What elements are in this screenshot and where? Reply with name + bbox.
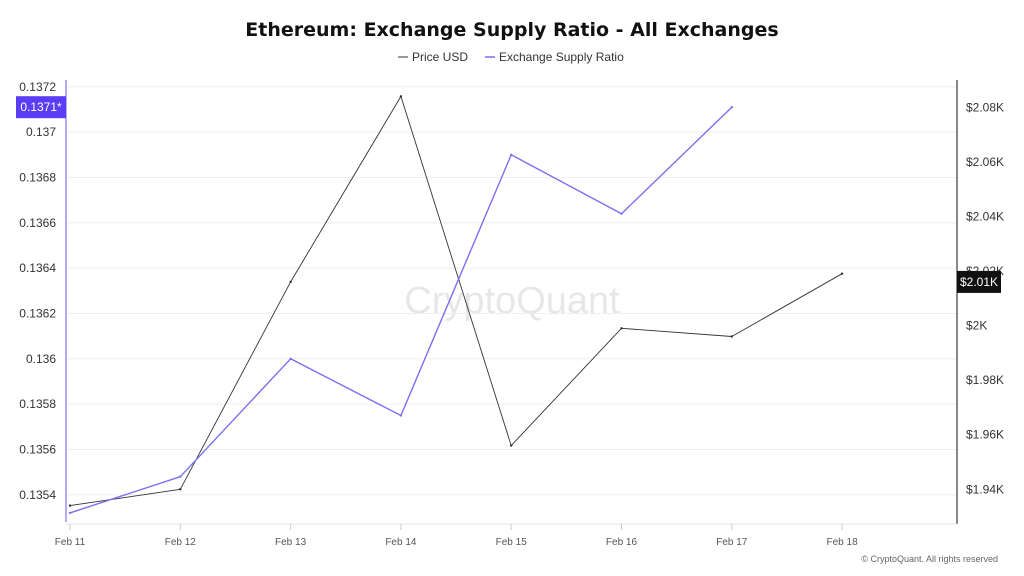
right-tick-label: $2.04K <box>966 209 1004 223</box>
legend-price-label[interactable]: Price USD <box>412 50 468 64</box>
right-current-value-flag: $2.01K <box>957 270 1001 293</box>
price-usd-point <box>510 444 513 447</box>
x-tick-label: Feb 12 <box>165 537 197 548</box>
x-tick-label: Feb 18 <box>827 537 859 548</box>
exchange-supply-ratio-point <box>68 511 72 515</box>
exchange-supply-ratio-point <box>399 414 403 417</box>
exchange-supply-ratio-point <box>179 475 182 478</box>
price-usd-line <box>69 95 843 507</box>
left-axis-ticks: 0.1354 0.1356 0.1358 0.136 0.1362 0.1364 0.136… <box>19 80 56 502</box>
left-tick-label: 0.1358 <box>19 397 56 411</box>
left-flag-label: 0.1371* <box>20 100 62 114</box>
price-usd-point <box>289 280 292 284</box>
left-tick-label: 0.1372 <box>19 80 56 94</box>
x-tick-label: Feb 15 <box>496 537 528 548</box>
exchange-supply-ratio-line <box>69 106 733 514</box>
left-tick-label: 0.1356 <box>19 442 56 456</box>
legend-ratio-label[interactable]: Exchange Supply Ratio <box>499 50 624 64</box>
right-tick-label: $1.96K <box>966 428 1004 442</box>
price-usd-point <box>840 272 844 275</box>
price-usd-point <box>730 335 733 338</box>
left-tick-label: 0.137 <box>26 125 56 139</box>
right-tick-label: $1.94K <box>966 482 1004 496</box>
series <box>68 95 844 515</box>
left-tick-label: 0.1354 <box>19 488 56 502</box>
x-tick-label: Feb 17 <box>716 537 748 548</box>
exchange-supply-ratio-point <box>289 357 292 360</box>
exchange-supply-ratio-point <box>510 153 513 156</box>
x-tick-label: Feb 11 <box>55 537 86 548</box>
right-flag-label: $2.01K <box>960 275 998 289</box>
left-current-value-flag: 0.1371* <box>16 96 66 119</box>
right-tick-label: $2K <box>966 319 987 333</box>
x-tick-label: Feb 14 <box>385 537 417 548</box>
x-tick-label: Feb 16 <box>606 537 638 548</box>
right-tick-label: $2.06K <box>966 155 1004 169</box>
x-tick-label: Feb 13 <box>275 537 307 548</box>
chart-title: Ethereum: Exchange Supply Ratio - All Ex… <box>245 19 778 41</box>
right-tick-label: $1.98K <box>966 373 1004 387</box>
left-tick-label: 0.1368 <box>19 170 56 184</box>
left-tick-label: 0.1362 <box>19 306 56 320</box>
right-flag-background <box>957 270 1001 293</box>
right-axis-ticks: $1.94K$1.96K$1.98K$2K$2.02K$2.04K$2.06K$… <box>966 100 1004 496</box>
price-usd-point <box>620 327 623 330</box>
grid <box>66 86 957 496</box>
legend[interactable]: Price USD Exchange Supply Ratio <box>398 50 624 64</box>
watermark: CryptoQuant <box>404 280 620 322</box>
price-usd-point <box>179 488 182 491</box>
price-usd-point <box>68 504 72 507</box>
right-tick-label: $2.08K <box>966 100 1004 114</box>
left-tick-label: 0.1366 <box>19 216 56 230</box>
left-flag-background <box>16 96 66 119</box>
copyright: © CryptoQuant. All rights reserved <box>861 554 998 564</box>
x-axis-ticks: Feb 11 Feb 12 Feb 13 Feb 14 Feb 15 Feb 16 Feb … <box>55 524 858 548</box>
exchange-supply-ratio-point <box>620 212 623 215</box>
left-tick-label: 0.136 <box>26 352 56 366</box>
left-tick-label: 0.1364 <box>19 261 56 275</box>
exchange-supply-ratio-point <box>730 106 733 109</box>
price-usd-point <box>399 95 403 98</box>
